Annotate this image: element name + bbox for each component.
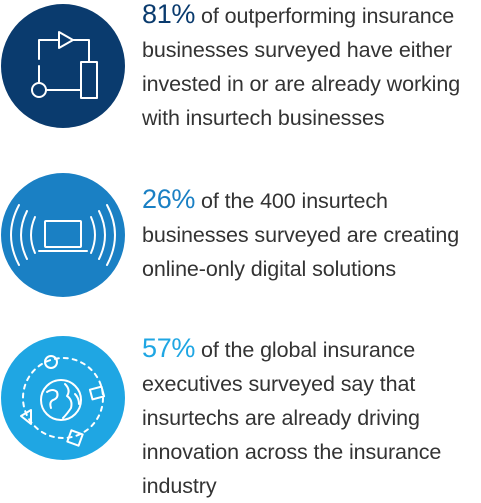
stat-text: 26% of the 400 insurtech businesses surv… [142, 182, 481, 286]
stat-line: insurtechs are already driving [142, 406, 420, 430]
stat-line: of outperforming insurance [195, 4, 455, 28]
stat-line: invested in or are already working [142, 72, 461, 96]
broadcasting-laptop-icon [10, 204, 116, 266]
stat-circle [1, 4, 125, 128]
stat-line: with insurtech businesses [142, 106, 385, 130]
process-flow-icon [31, 31, 98, 99]
stat-text: 57% of the global insurance executives s… [142, 331, 481, 503]
stat-percent: 81% [142, 0, 196, 29]
stat-line: executives surveyed say that [142, 372, 416, 396]
stat-percent: 26% [142, 184, 196, 214]
stat-percent: 57% [142, 333, 196, 363]
stat-line: industry [142, 474, 217, 498]
globe-network-icon [20, 355, 106, 447]
stat-line: businesses surveyed have either [142, 38, 453, 62]
stat-line: of the global insurance [195, 338, 416, 362]
stat-circle [1, 336, 125, 460]
stat-line: innovation across the insurance [142, 440, 442, 464]
stat-text: 81% of outperforming insurance businesse… [142, 0, 481, 135]
stat-line: online-only digital solutions [142, 257, 397, 281]
stat-circle [1, 173, 125, 297]
stat-line: businesses surveyed are creating [142, 223, 460, 247]
stat-line: of the 400 insurtech [195, 189, 388, 213]
